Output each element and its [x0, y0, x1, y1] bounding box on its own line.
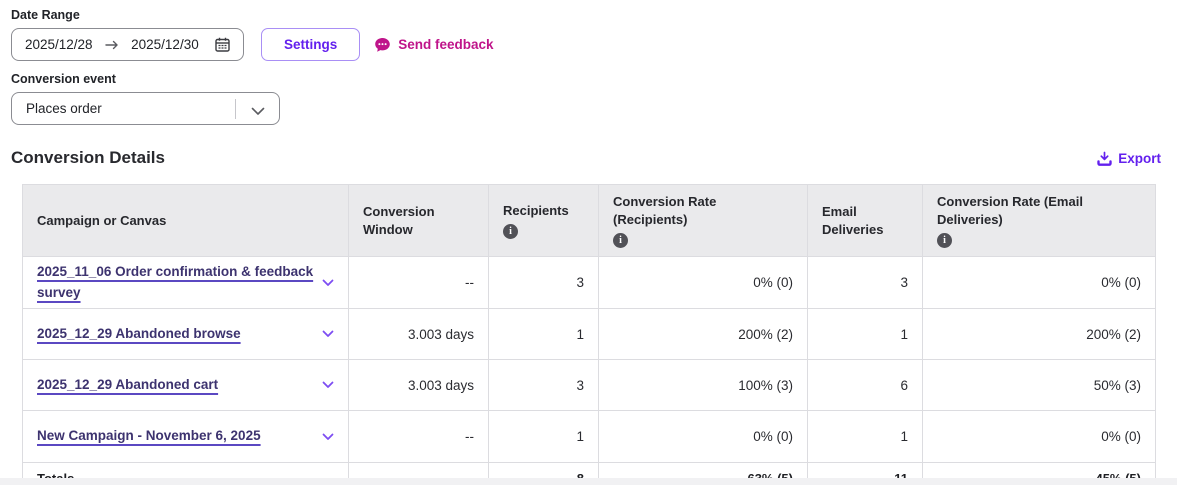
cr-recipients-cell: 0% (0) — [598, 410, 808, 464]
chevron-down-icon[interactable] — [322, 279, 334, 287]
section-header: Conversion Details Export — [11, 148, 1161, 168]
campaign-link[interactable]: 2025_12_29 Abandoned cart — [37, 376, 219, 392]
table-row: New Campaign - November 6, 2025 -- 1 0% … — [22, 410, 1156, 464]
email-deliveries-cell: 1 — [807, 308, 923, 361]
campaign-link[interactable]: 2025_11_06 Order confirmation & feedback… — [37, 263, 314, 300]
conversion-event-select[interactable]: Places order — [11, 92, 280, 125]
date-start-value[interactable]: 2025/12/28 — [25, 37, 93, 52]
page-title: Conversion Details — [11, 148, 165, 167]
conversion-window-cell: -- — [348, 410, 489, 464]
export-button[interactable]: Export — [1097, 151, 1161, 166]
arrow-right-icon — [105, 39, 119, 51]
calendar-icon[interactable] — [215, 37, 230, 52]
cr-recipients-cell: 100% (3) — [598, 359, 808, 412]
conversion-details-table: Campaign or Canvas Conversion Window Rec… — [22, 183, 1156, 485]
email-deliveries-cell: 3 — [807, 256, 923, 310]
settings-button[interactable]: Settings — [261, 28, 361, 61]
filter-controls-row: 2025/12/28 2025/12/30 Settings Send feed… — [11, 28, 1161, 61]
info-icon[interactable]: i — [503, 224, 518, 240]
conversion-window-cell: -- — [348, 256, 489, 310]
table-row: 2025_11_06 Order confirmation & feedback… — [22, 256, 1156, 310]
conversion-window-cell: 3.003 days — [348, 359, 489, 412]
col-recipients: Recipients i — [488, 183, 599, 258]
col-conversion-rate-recipients: Conversion Rate (Recipients) i — [598, 183, 808, 258]
cr-email-deliveries-cell: 50% (3) — [922, 359, 1156, 412]
col-conversion-window: Conversion Window — [348, 183, 489, 258]
table-row: 2025_12_29 Abandoned browse 3.003 days 1… — [22, 308, 1156, 361]
export-label: Export — [1118, 150, 1161, 166]
col-campaign-or-canvas: Campaign or Canvas — [22, 183, 349, 258]
date-range-input[interactable]: 2025/12/28 2025/12/30 — [11, 28, 244, 61]
email-deliveries-cell: 1 — [807, 410, 923, 464]
info-icon[interactable]: i — [613, 233, 628, 249]
cr-email-deliveries-cell: 0% (0) — [922, 256, 1156, 310]
table-row: 2025_12_29 Abandoned cart 3.003 days 3 1… — [22, 359, 1156, 412]
date-range-label: Date Range — [11, 8, 80, 22]
recipients-cell: 1 — [488, 410, 599, 464]
feedback-bubble-icon — [374, 37, 391, 53]
col-conversion-rate-email-deliveries: Conversion Rate (Email Deliveries) i — [922, 183, 1156, 258]
table-header-row: Campaign or Canvas Conversion Window Rec… — [22, 183, 1156, 258]
date-end-value[interactable]: 2025/12/30 — [131, 37, 199, 52]
send-feedback-label: Send feedback — [398, 37, 494, 52]
chevron-down-icon[interactable] — [251, 103, 265, 121]
email-deliveries-cell: 6 — [807, 359, 923, 412]
conversion-window-cell: 3.003 days — [348, 308, 489, 361]
col-email-deliveries: Email Deliveries — [807, 183, 923, 258]
dropdown-divider — [235, 99, 236, 119]
recipients-cell: 3 — [488, 256, 599, 310]
chevron-down-icon[interactable] — [322, 381, 334, 389]
cr-email-deliveries-cell: 0% (0) — [922, 410, 1156, 464]
cr-recipients-cell: 200% (2) — [598, 308, 808, 361]
send-feedback-link[interactable]: Send feedback — [374, 37, 494, 53]
conversion-event-value: Places order — [26, 101, 102, 116]
chevron-down-icon[interactable] — [322, 330, 334, 338]
recipients-cell: 1 — [488, 308, 599, 361]
campaign-link[interactable]: 2025_12_29 Abandoned browse — [37, 325, 241, 341]
page-bottom-edge — [0, 478, 1177, 485]
cr-email-deliveries-cell: 200% (2) — [922, 308, 1156, 361]
cr-recipients-cell: 0% (0) — [598, 256, 808, 310]
conversion-event-label: Conversion event — [11, 72, 116, 86]
recipients-cell: 3 — [488, 359, 599, 412]
campaign-link[interactable]: New Campaign - November 6, 2025 — [37, 428, 261, 444]
chevron-down-icon[interactable] — [322, 433, 334, 441]
info-icon[interactable]: i — [937, 233, 952, 249]
download-icon — [1097, 151, 1112, 166]
